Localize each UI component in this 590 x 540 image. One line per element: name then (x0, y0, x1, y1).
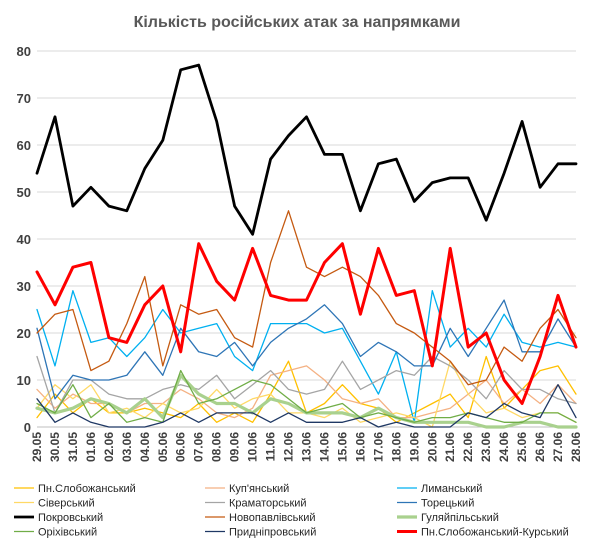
x-tick-label: 22.06 (461, 432, 475, 462)
series-line-11 (36, 384, 577, 428)
x-tick-label: 19.06 (407, 432, 421, 462)
series-line-6 (36, 299, 577, 400)
legend-label: Краматорський (229, 498, 307, 510)
x-tick-label: 02.06 (102, 432, 116, 462)
series-line-7 (35, 63, 578, 236)
y-tick-label: 10 (17, 373, 31, 388)
x-tick-label: 16.06 (353, 432, 367, 462)
x-tick-label: 07.06 (192, 432, 206, 462)
x-tick-label: 27.06 (551, 432, 565, 462)
x-tick-label: 20.06 (425, 432, 439, 462)
y-tick-label: 80 (17, 44, 31, 59)
x-tick-label: 28.06 (569, 432, 583, 462)
x-tick-label: 08.06 (210, 432, 224, 462)
legend-label: Пн.Слобожанський (38, 483, 136, 495)
x-tick-label: 18.06 (389, 432, 403, 462)
legend-label: Оріхівський (38, 527, 97, 539)
x-tick-label: 23.06 (479, 432, 493, 462)
x-tick-label: 11.06 (264, 432, 278, 462)
series-line-8 (36, 210, 577, 386)
y-tick-label: 70 (17, 91, 31, 106)
x-axis: 29.05 30.05 31.05 01.06 02.06 03.06 04.06 05.06… (30, 432, 583, 462)
legend-label: Торецький (421, 498, 474, 510)
x-tick-label: 14.06 (317, 432, 331, 462)
series-lines (35, 63, 578, 429)
y-tick-label: 60 (17, 138, 31, 153)
series-line-5 (36, 355, 577, 414)
x-tick-label: 04.06 (138, 432, 152, 462)
legend-label: Придніпровський (229, 527, 316, 539)
x-tick-label: 05.06 (156, 432, 170, 462)
x-tick-label: 31.05 (66, 432, 80, 462)
x-tick-label: 15.06 (335, 432, 349, 462)
legend-label: Гуляйпільський (421, 512, 499, 524)
chart-title: Кількість російських атак за напрямками (134, 14, 461, 31)
y-axis: 0 10 20 30 40 50 60 70 80 (17, 44, 31, 435)
series-line-3 (36, 290, 577, 423)
x-tick-label: 01.06 (84, 432, 98, 462)
x-tick-label: 17.06 (371, 432, 385, 462)
legend: Пн.Слобожанський Куп'янський Лиманський Сів… (14, 483, 569, 539)
legend-label: Куп'янський (229, 483, 289, 495)
legend-label: Пн.Слобожанський-Курський (421, 527, 569, 539)
x-tick-label: 25.06 (515, 432, 529, 462)
y-tick-label: 0 (24, 420, 31, 435)
legend-label: Новопавлівський (229, 512, 315, 524)
x-tick-label: 24.06 (497, 432, 511, 462)
x-tick-label: 21.06 (443, 432, 457, 462)
legend-label: Сіверський (38, 498, 95, 510)
y-tick-label: 40 (17, 232, 31, 247)
y-tick-label: 50 (17, 185, 31, 200)
x-tick-label: 03.06 (120, 432, 134, 462)
x-tick-label: 13.06 (300, 432, 314, 462)
series-line-12 (35, 242, 578, 405)
legend-label: Покровський (38, 512, 103, 524)
y-tick-label: 30 (17, 279, 31, 294)
x-tick-label: 29.05 (30, 432, 44, 462)
x-tick-label: 26.06 (533, 432, 547, 462)
legend-label: Лиманський (421, 483, 482, 495)
x-tick-label: 06.06 (174, 432, 188, 462)
x-tick-label: 12.06 (282, 432, 296, 462)
y-tick-label: 20 (17, 326, 31, 341)
x-tick-label: 09.06 (228, 432, 242, 462)
x-tick-label: 30.05 (48, 432, 62, 462)
x-tick-label: 10.06 (246, 432, 260, 462)
